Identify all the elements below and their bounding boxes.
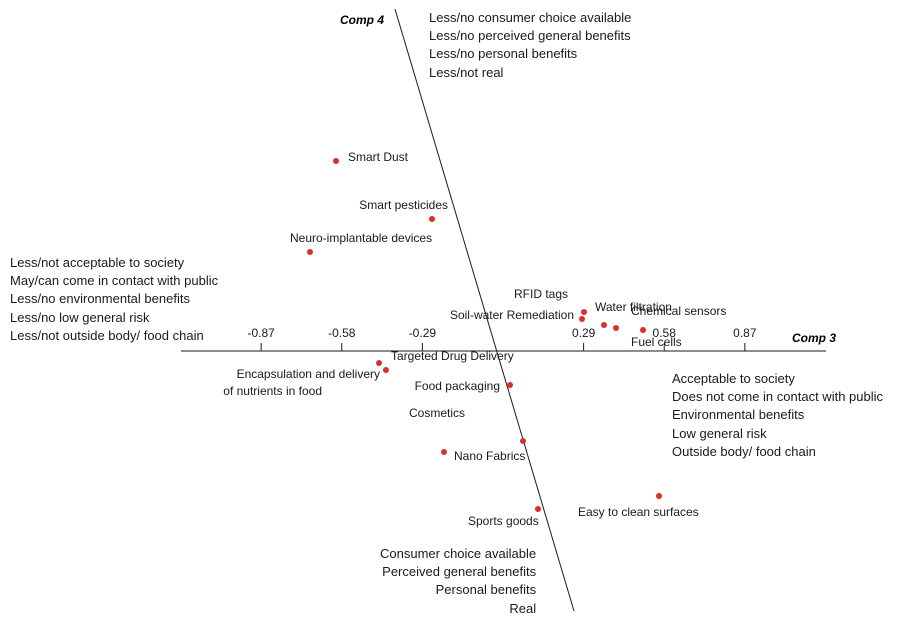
quadrant-label-bottom: Consumer choice available Perceived gene…	[380, 545, 536, 618]
quadrant-left-line: Less/no low general risk	[10, 309, 150, 325]
data-point-label: Sports goods	[468, 514, 539, 528]
x-axis-title: Comp 3	[792, 331, 836, 345]
quadrant-right-line: Outside body/ food chain	[672, 443, 816, 459]
quadrant-bottom-line: Perceived general benefits	[382, 564, 537, 580]
quadrant-left-line: Less/not outside body/ food chain	[10, 327, 204, 343]
data-point	[579, 316, 585, 322]
data-point	[383, 367, 389, 373]
quadrant-top-line: Less/no personal benefits	[429, 46, 578, 62]
data-point	[520, 438, 526, 444]
quadrant-left-line: Less/no environmental benefits	[10, 291, 190, 307]
axis-layer	[181, 8, 826, 612]
y-axis-line	[394, 8, 575, 612]
quadrant-bottom-line: Real	[509, 600, 537, 616]
x-tick-label: 0.87	[733, 326, 757, 340]
data-point-label: Food packaging	[415, 379, 500, 393]
data-point	[640, 327, 646, 333]
y-axis-title: Comp 4	[340, 13, 384, 27]
quadrant-label-left: Less/not acceptable to society May/can c…	[10, 254, 218, 345]
data-point	[535, 506, 541, 512]
data-point-label: Fuel cells	[631, 335, 682, 349]
ticks-layer: -0.87 -0.58 -0.29 0.29 0.58 0.87	[247, 326, 757, 351]
data-point	[333, 158, 339, 164]
quadrant-bottom-line: Personal benefits	[435, 582, 537, 598]
quadrant-right-line: Acceptable to society	[672, 371, 795, 386]
data-point-label: Smart pesticides	[359, 198, 448, 212]
data-point-label: Chemical sensors	[631, 304, 726, 318]
quadrant-bottom-line: Consumer choice available	[380, 546, 537, 561]
points-layer: Smart Dust Smart pesticides Neuro-implanta…	[223, 150, 726, 528]
data-point	[441, 449, 447, 455]
quadrant-label-right: Acceptable to society Does not come in c…	[672, 370, 883, 461]
data-point-label: Easy to clean surfaces	[578, 505, 699, 519]
data-point	[507, 382, 513, 388]
x-tick-label: -0.29	[409, 326, 437, 340]
data-point	[656, 493, 662, 499]
data-point	[376, 360, 382, 366]
data-point	[613, 325, 619, 331]
quadrant-top-line: Less/no consumer choice available	[429, 10, 632, 25]
data-point	[601, 322, 607, 328]
quadrant-left-line: May/can come in contact with public	[10, 273, 219, 289]
quadrant-label-top: Less/no consumer choice available Less/n…	[429, 9, 631, 82]
data-point-label: Soil-water Remediation	[450, 308, 574, 322]
data-point	[581, 309, 587, 315]
x-tick-label: -0.87	[247, 326, 275, 340]
quadrant-right-line: Environmental benefits	[672, 407, 805, 423]
data-point-label: Cosmetics	[409, 406, 465, 420]
x-tick-label: 0.29	[572, 326, 596, 340]
data-point-label: Smart Dust	[348, 150, 409, 164]
quadrant-left-line: Less/not acceptable to society	[10, 255, 185, 270]
data-point	[429, 216, 435, 222]
data-point	[307, 249, 313, 255]
data-point-label: RFID tags	[514, 287, 568, 301]
data-point-label: Neuro-implantable devices	[290, 231, 432, 245]
data-point-label: Targeted Drug Delivery	[391, 349, 514, 363]
quadrant-right-line: Does not come in contact with public	[672, 389, 883, 405]
x-tick-label: -0.58	[328, 326, 356, 340]
data-point-label: Encapsulation and delivery of nutrients i…	[223, 367, 380, 398]
data-point-label: Nano Fabrics	[454, 449, 525, 463]
data-point-label: Water filtration	[595, 300, 672, 314]
quadrant-top-line: Less/no perceived general benefits	[429, 28, 631, 44]
quadrant-right-line: Low general risk	[672, 425, 767, 441]
x-tick-label: 0.58	[653, 326, 677, 340]
quadrant-top-line: Less/not real	[429, 64, 504, 80]
